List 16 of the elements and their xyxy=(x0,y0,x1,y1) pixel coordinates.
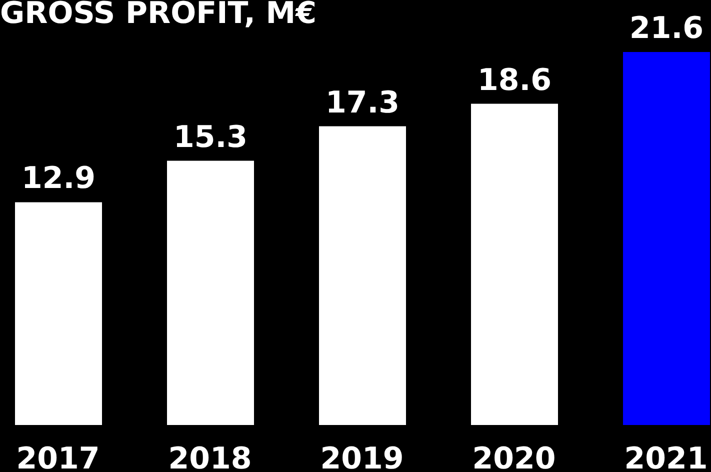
data-label: 18.6 xyxy=(477,62,552,98)
x-tick-label: 2020 xyxy=(472,441,556,472)
x-tick-label: 2021 xyxy=(624,441,708,472)
bar xyxy=(623,52,710,425)
data-label: 17.3 xyxy=(325,85,400,120)
data-label: 15.3 xyxy=(173,120,248,155)
bar xyxy=(167,160,254,425)
chart-title: GROSS PROFIT, M€ xyxy=(0,0,317,31)
bar xyxy=(15,202,102,425)
data-label: 12.9 xyxy=(21,161,96,196)
bar xyxy=(471,104,558,425)
bar xyxy=(319,126,406,425)
data-label: 21.6 xyxy=(629,11,704,46)
x-tick-label: 2019 xyxy=(320,441,404,472)
x-tick-label: 2018 xyxy=(168,441,252,472)
x-tick-label: 2017 xyxy=(16,441,100,472)
